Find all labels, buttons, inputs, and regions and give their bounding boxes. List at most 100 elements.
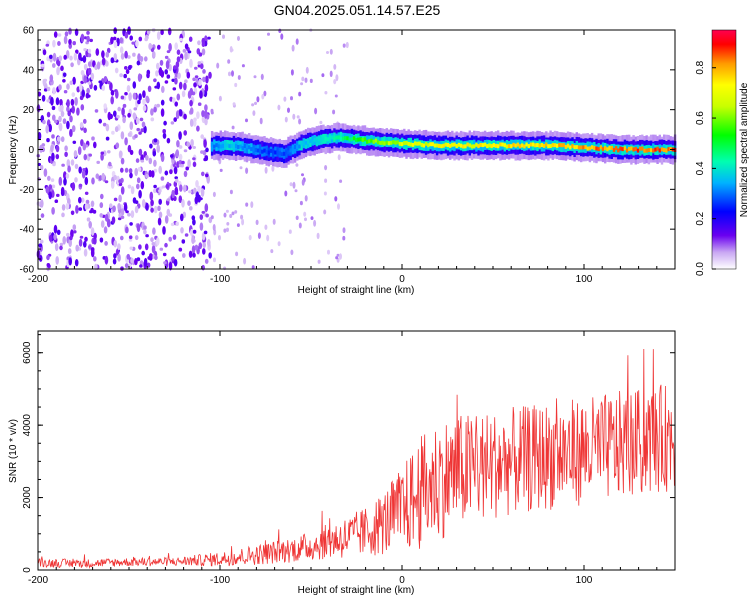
spectrogram-cell <box>183 184 187 193</box>
spectrogram-cell <box>226 227 229 232</box>
spectrogram-cell <box>237 145 240 149</box>
spectrogram-cell <box>357 137 360 142</box>
spectrogram-x-label: Height of straight line (km) <box>298 285 415 296</box>
spectrogram-cell <box>512 142 515 147</box>
spectrogram-cell <box>507 144 511 149</box>
spectrogram-cell <box>284 190 288 197</box>
y-tick-label: 6000 <box>22 341 33 364</box>
spectrogram-cell <box>196 125 200 132</box>
spectrogram-cell <box>542 143 546 148</box>
spectrogram-cell <box>145 154 149 161</box>
spectrogram-cell <box>48 123 52 133</box>
spectrogram-cell <box>101 85 106 91</box>
spectrogram-cell <box>68 38 72 45</box>
spectrogram-cell <box>157 44 161 50</box>
spectrogram-cell <box>128 168 133 174</box>
spectrogram-cell <box>132 197 137 204</box>
colorbar-tick-label: 0.4 <box>695 161 706 175</box>
spectrogram-cell <box>45 186 50 194</box>
spectrogram-cell <box>142 90 146 98</box>
spectrogram-cell <box>61 212 65 218</box>
spectrogram-cell <box>62 72 67 78</box>
spectrogram-cell <box>156 31 161 40</box>
spectrogram-cell <box>237 36 240 41</box>
spectrogram-cell <box>202 248 206 255</box>
spectrogram-cell <box>199 197 203 201</box>
spectrogram-cell <box>52 39 56 48</box>
spectrogram-cell <box>103 226 108 234</box>
spectrogram-cell <box>194 75 199 79</box>
spectrogram-cell <box>604 146 607 151</box>
spectrogram-cell <box>628 146 631 151</box>
spectrogram-cell <box>200 134 204 139</box>
spectrogram-cell <box>141 199 146 208</box>
spectrogram-cell <box>328 135 332 140</box>
spectrogram-cell <box>322 137 325 142</box>
spectrogram-cell <box>139 56 144 62</box>
spectrogram-cell <box>43 78 48 82</box>
spectrogram-cell <box>370 138 373 143</box>
spectrogram-cell <box>141 250 145 256</box>
spectrogram-cell <box>669 146 672 151</box>
spectrogram-cell <box>89 210 93 214</box>
spectrogram-cell <box>232 145 236 150</box>
spectrogram-cell <box>65 202 70 210</box>
spectrogram-cell <box>333 64 337 70</box>
spectrogram-cell <box>178 160 183 165</box>
spectrogram-cell <box>223 212 227 218</box>
spectrogram-cell <box>205 173 209 178</box>
spectrogram-cell <box>645 148 648 153</box>
y-tick-label: 2000 <box>22 486 33 509</box>
spectrogram-cell <box>129 222 133 226</box>
spectrogram-cell <box>132 81 137 89</box>
y-tick-label: -60 <box>20 265 35 276</box>
spectrogram-cell <box>86 87 90 94</box>
spectrogram-cell <box>95 173 100 179</box>
spectrogram-cell <box>126 85 131 92</box>
spectrogram-cell <box>50 96 54 106</box>
spectrogram-cell <box>46 138 50 143</box>
spectrogram-cell <box>138 36 143 42</box>
spectrogram-cell <box>52 87 56 95</box>
spectrogram-cell <box>204 117 208 126</box>
spectrogram-cell <box>170 154 174 158</box>
spectrogram-cell <box>207 239 211 247</box>
spectrogram-cell <box>381 140 384 145</box>
spectrogram-cell <box>138 131 142 135</box>
spectrogram-cell <box>128 238 133 242</box>
spectrogram-cell <box>57 33 62 37</box>
spectrogram-cell <box>208 71 212 79</box>
spectrogram-cell <box>188 190 192 194</box>
spectrogram-cell <box>285 150 288 155</box>
spectrogram-cell <box>124 31 129 39</box>
spectrogram-cell <box>162 252 167 257</box>
spectrogram-cell <box>56 229 61 235</box>
spectrogram-cell <box>290 96 293 101</box>
spectrogram-cell <box>143 225 147 230</box>
spectrogram-cell <box>186 141 191 148</box>
spectrogram-cell <box>217 144 220 149</box>
spectrogram-cell <box>623 146 627 151</box>
spectrogram-cell <box>553 143 557 148</box>
spectrogram-cell <box>213 139 216 150</box>
spectrogram-cell <box>152 151 157 157</box>
spectrogram-cell <box>390 140 393 145</box>
spectrogram-cell <box>453 142 456 147</box>
spectrogram-cell <box>127 65 132 71</box>
spectrogram-cell <box>625 148 629 153</box>
spectrogram-cell <box>339 136 343 141</box>
spectrogram-cell <box>376 140 380 145</box>
spectrogram-cell <box>250 201 254 209</box>
spectrogram-cell <box>123 73 127 79</box>
spectrogram-noise-cells <box>36 26 349 272</box>
spectrogram-cell <box>142 98 146 106</box>
spectrogram-cell <box>534 143 537 148</box>
spectrogram-cell <box>201 48 206 56</box>
spectrogram-cell <box>556 143 559 148</box>
spectrogram-cell <box>59 242 64 247</box>
spectrogram-cell <box>184 43 189 50</box>
spectrogram-cell <box>118 194 122 203</box>
spectrogram-cell <box>601 147 605 152</box>
spectrogram-cell <box>477 144 480 149</box>
spectrogram-cell <box>46 111 51 118</box>
